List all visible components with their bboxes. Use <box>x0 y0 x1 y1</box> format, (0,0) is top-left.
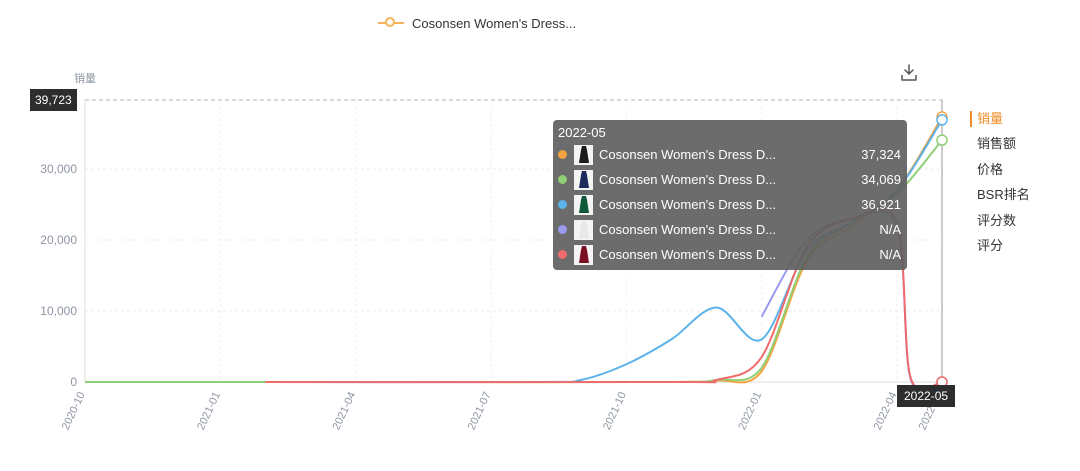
tooltip-product-name: Cosonsen Women's Dress D... <box>599 247 777 262</box>
tooltip-row: Cosonsen Women's Dress D... 36,921 <box>558 192 901 217</box>
series-color-dot <box>558 150 567 159</box>
x-tick-label: 2021-04 <box>330 390 358 432</box>
x-tick-label: 2021-01 <box>195 390 223 432</box>
tooltip-row: Cosonsen Women's Dress D... N/A <box>558 242 901 267</box>
x-tick-label: 2021-10 <box>601 390 629 432</box>
metric-sales-volume[interactable]: 销量 <box>970 111 1070 127</box>
y-tick-label: 20,000 <box>40 233 77 247</box>
tooltip-product-name: Cosonsen Women's Dress D... <box>599 197 777 212</box>
y-tick-label: 0 <box>70 375 77 389</box>
tooltip-product-name: Cosonsen Women's Dress D... <box>599 147 777 162</box>
metric-price[interactable]: 价格 <box>977 161 1004 177</box>
series-color-dot <box>558 175 567 184</box>
tooltip-value: 37,324 <box>861 147 901 162</box>
series-line-5[interactable] <box>265 208 943 391</box>
x-tick-label: 2022-04 <box>872 390 900 432</box>
product-thumbnail <box>574 219 593 240</box>
product-thumbnail <box>574 244 593 265</box>
legend-item[interactable]: Cosonsen Women's Dress... <box>378 13 576 33</box>
legend-label: Cosonsen Women's Dress... <box>412 15 577 31</box>
tooltip-product-name: Cosonsen Women's Dress D... <box>599 172 777 187</box>
metric-bsr-rank[interactable]: BSR排名 <box>977 187 1030 203</box>
tooltip-row: Cosonsen Women's Dress D... 34,069 <box>558 167 901 192</box>
metric-sales-amount[interactable]: 销售额 <box>977 136 1017 151</box>
x-tick-label: 2021-07 <box>466 390 494 432</box>
tooltip-value: 36,921 <box>861 197 901 212</box>
y-tick-label: 30,000 <box>40 162 77 176</box>
max-value-marker: 39,723 <box>30 89 77 111</box>
download-icon[interactable] <box>898 62 920 84</box>
series-end-marker-3 <box>936 114 948 126</box>
x-tick-label: 2022-01 <box>736 390 764 432</box>
series-color-dot <box>558 225 567 234</box>
chart-tooltip: 2022-05 Cosonsen Women's Dress D... 37,3… <box>553 120 907 270</box>
metric-rating[interactable]: 评分 <box>977 238 1004 254</box>
metric-review-count[interactable]: 评分数 <box>977 212 1017 228</box>
y-axis-title: 销量 <box>74 73 96 85</box>
tooltip-product-name: Cosonsen Women's Dress D... <box>599 222 777 237</box>
tooltip-value: 34,069 <box>861 172 901 187</box>
product-thumbnail <box>574 169 593 190</box>
tooltip-title: 2022-05 <box>558 125 606 140</box>
metric-selector: 销量 销售额 价格 BSR排名 评分数 评分 <box>970 106 1070 259</box>
tooltip-value: N/A <box>879 222 901 237</box>
series-end-markers <box>936 111 948 388</box>
tooltip-value: N/A <box>879 247 901 262</box>
product-thumbnail <box>574 144 593 165</box>
series-end-marker-2 <box>936 134 948 146</box>
tooltip-row: Cosonsen Women's Dress D... N/A <box>558 217 901 242</box>
series-color-dot <box>558 200 567 209</box>
y-tick-label: 10,000 <box>40 304 77 318</box>
series-color-dot <box>558 250 567 259</box>
cursor-date-badge: 2022-05 <box>897 385 956 407</box>
product-thumbnail <box>574 194 593 215</box>
legend-line-circle-icon <box>378 16 404 30</box>
tooltip-row: Cosonsen Women's Dress D... 37,324 <box>558 142 901 167</box>
x-tick-label: 2020-10 <box>60 390 88 432</box>
